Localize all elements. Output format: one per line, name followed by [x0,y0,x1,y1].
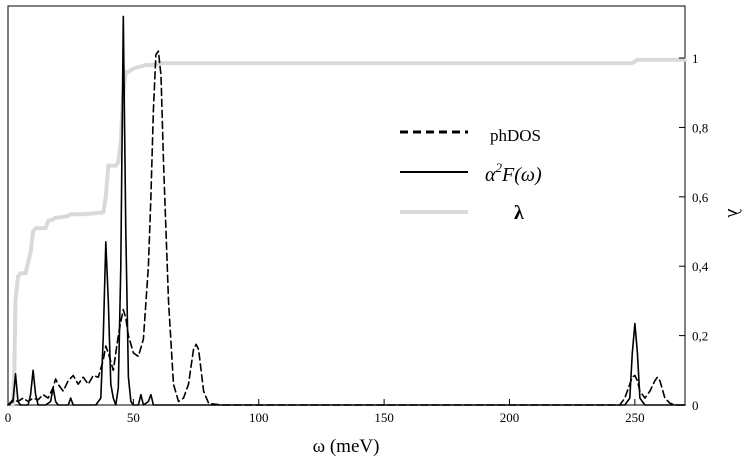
y-tick-label: 0 [692,398,699,413]
y-tick-label: 0,8 [692,120,708,135]
series-layer [7,15,687,407]
x-axis-ticks: 0 50 100 150 200 250 [5,399,645,425]
x-axis-title: ω (meV) [313,436,380,457]
legend: phDOS α2F(ω) λ [400,126,542,224]
x-tick-label: 150 [374,410,394,425]
x-tick-label: 100 [249,410,269,425]
legend-label-phdos: phDOS [490,126,541,145]
y-axis-title-right: λ [723,208,744,218]
y-tick-label: 0,6 [692,190,709,205]
legend-label-a2f: α2F(ω) [485,160,542,186]
y-tick-label: 0,4 [692,259,709,274]
legend-label-lambda: λ [514,202,524,224]
series-phdos-line [7,50,686,406]
y-tick-label: 0,2 [692,329,708,344]
series-a2f-line [7,15,686,406]
x-tick-label: 250 [625,410,645,425]
y-axis-ticks: 0 0,2 0,4 0,6 0,8 1 [679,51,709,413]
y-tick-label: 1 [692,51,699,66]
x-tick-label: 50 [127,410,140,425]
x-tick-label: 200 [500,410,520,425]
series-lambda-line [11,57,687,407]
x-tick-label: 0 [5,410,12,425]
